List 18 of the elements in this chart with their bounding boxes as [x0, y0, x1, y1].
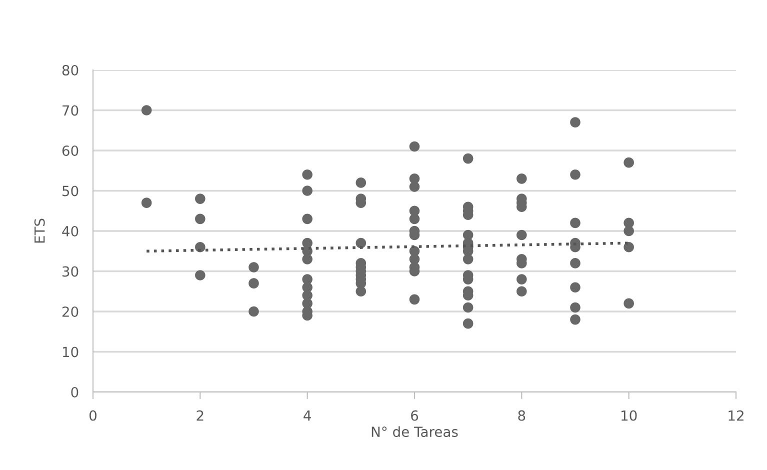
y-axis-title: ETS	[34, 218, 45, 243]
x-tick-label: 10	[622, 410, 637, 421]
x-tick-label: 12	[728, 410, 744, 421]
x-tick-label: 8	[518, 410, 526, 421]
x-tick-label: 6	[411, 410, 418, 421]
x-tick-label: 4	[304, 410, 311, 421]
x-axis-title: N° de Tareas	[372, 426, 458, 438]
y-tick-label: 30	[62, 266, 78, 277]
y-tick-label: 10	[62, 346, 78, 358]
x-tick-label: 2	[196, 410, 204, 421]
y-tick-label: 0	[71, 386, 78, 398]
y-tick-label: 60	[62, 145, 78, 156]
x-tick-label: 0	[89, 410, 96, 421]
y-tick-label: 80	[62, 64, 78, 76]
y-tick-label: 40	[62, 226, 78, 236]
y-tick-label: 20	[62, 306, 78, 317]
y-tick-label: 50	[62, 186, 78, 196]
y-tick-label: 70	[62, 105, 78, 116]
